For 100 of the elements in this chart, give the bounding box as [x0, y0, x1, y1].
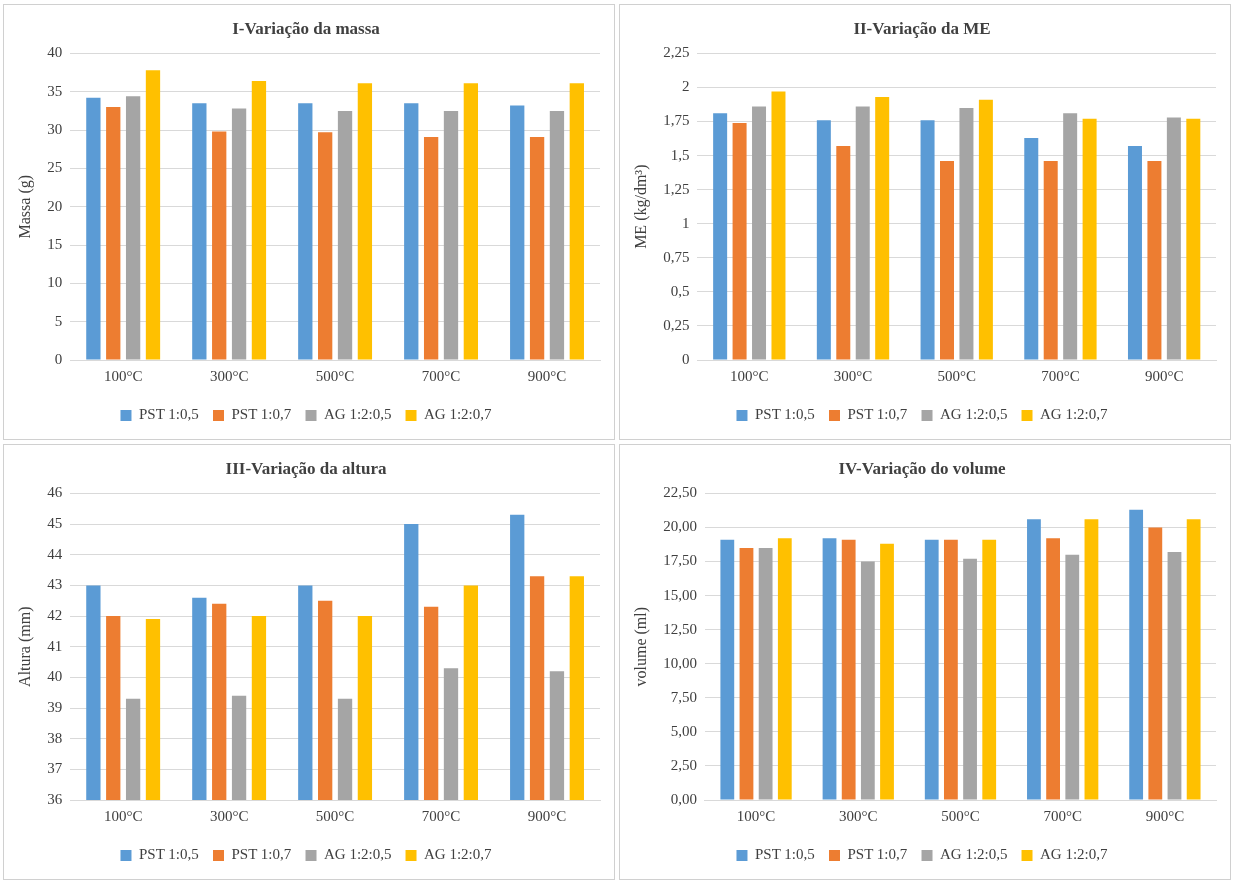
- bar: [1024, 137, 1039, 360]
- x-tick-label: 300°C: [839, 807, 878, 824]
- bar: [978, 99, 993, 360]
- legend-label: AG 1:2:0,7: [424, 846, 493, 863]
- y-tick-label: 10,00: [663, 654, 697, 671]
- y-tick-label: 7,50: [670, 688, 697, 705]
- legend-label: AG 1:2:0,5: [940, 846, 1008, 863]
- bar: [231, 108, 247, 360]
- bar: [732, 122, 747, 360]
- bar: [192, 103, 207, 360]
- x-tick-label: 900°C: [1145, 807, 1185, 824]
- y-tick-label: 2,50: [670, 756, 697, 773]
- legend-label: AG 1:2:0,5: [324, 846, 392, 863]
- y-tick-label: 5: [54, 312, 63, 329]
- bar: [404, 103, 419, 360]
- legend-label: AG 1:2:0,7: [1040, 406, 1109, 423]
- legend-label: AG 1:2:0,7: [424, 406, 493, 423]
- y-tick-label: 0,5: [670, 282, 690, 299]
- bar: [1167, 552, 1182, 800]
- bar: [1043, 161, 1058, 360]
- x-tick-label: 500°C: [315, 367, 355, 384]
- bar: [963, 558, 977, 800]
- bar: [510, 105, 525, 360]
- x-tick-label: 100°C: [736, 807, 776, 824]
- y-tick-label: 0,25: [663, 316, 690, 333]
- bar: [880, 543, 894, 800]
- y-tick-label: 35: [47, 82, 63, 99]
- y-tick-label: 39: [47, 698, 63, 715]
- bar: [982, 539, 997, 800]
- x-tick-label: 700°C: [1041, 367, 1080, 384]
- legend-label: PST 1:0,7: [231, 846, 292, 863]
- y-tick-label: 40: [47, 44, 63, 61]
- legend-label: AG 1:2:0,5: [940, 406, 1008, 423]
- y-tick-label: 20,00: [663, 518, 697, 535]
- bar: [1166, 117, 1181, 360]
- y-tick-label: 0: [681, 350, 690, 367]
- y-tick-label: 42: [47, 606, 63, 623]
- bar: [212, 131, 227, 360]
- bar: [940, 161, 954, 360]
- legend-label: PST 1:0,5: [754, 406, 815, 423]
- x-tick-label: 700°C: [421, 807, 461, 824]
- legend-label: PST 1:0,5: [138, 846, 199, 863]
- bar: [841, 539, 856, 800]
- bar: [771, 91, 786, 360]
- legend-label: AG 1:2:0,7: [1040, 846, 1109, 863]
- x-tick-label: 300°C: [209, 367, 249, 384]
- legend-label: PST 1:0,7: [847, 846, 908, 863]
- x-tick-label: 300°C: [209, 807, 249, 824]
- x-tick-label: 500°C: [315, 807, 355, 824]
- y-tick-label: 1,5: [670, 146, 690, 163]
- bar: [318, 132, 333, 360]
- bar: [337, 110, 353, 360]
- legend-label: PST 1:0,7: [847, 406, 908, 423]
- y-tick-label: 46: [47, 484, 63, 501]
- legend-label: PST 1:0,5: [754, 846, 815, 863]
- bar: [855, 106, 870, 360]
- x-tick-label: 700°C: [1043, 807, 1082, 824]
- x-tick-label: 500°C: [941, 807, 980, 824]
- bar: [720, 539, 735, 800]
- bar: [875, 97, 890, 360]
- x-tick-label: 900°C: [527, 367, 567, 384]
- legend-label: PST 1:0,7: [231, 406, 292, 423]
- bar: [125, 96, 141, 360]
- y-tick-label: 38: [47, 729, 63, 746]
- y-tick-label: 40: [47, 668, 63, 685]
- chart-title: II-Variação da ME: [853, 18, 991, 38]
- bar: [106, 107, 121, 360]
- bar: [943, 539, 958, 800]
- bar: [1148, 527, 1163, 800]
- bar: [822, 538, 837, 800]
- bar: [1065, 554, 1080, 800]
- bar: [549, 110, 565, 360]
- bar: [816, 120, 831, 360]
- y-axis-title: Massa (g): [15, 174, 34, 239]
- x-tick-label: 900°C: [1144, 367, 1184, 384]
- y-tick-label: 1,75: [663, 112, 690, 129]
- bar: [1046, 538, 1060, 800]
- bar: [357, 83, 373, 360]
- y-tick-label: 17,50: [663, 552, 697, 569]
- y-tick-label: 25: [47, 159, 63, 176]
- x-tick-label: 900°C: [527, 807, 567, 824]
- y-tick-label: 0: [54, 350, 63, 367]
- bar: [959, 107, 974, 360]
- y-tick-label: 44: [47, 545, 63, 562]
- bar: [529, 136, 545, 360]
- bar: [298, 103, 313, 360]
- y-tick-label: 1: [681, 214, 690, 231]
- y-tick-label: 15,00: [663, 586, 697, 603]
- chart-title: IV-Variação do volume: [838, 458, 1007, 478]
- y-tick-label: 2: [681, 78, 690, 95]
- x-tick-label: 100°C: [730, 367, 769, 384]
- y-tick-label: 45: [47, 515, 63, 531]
- bar: [463, 83, 479, 360]
- bar: [1129, 509, 1144, 800]
- y-tick-label: 5,00: [670, 722, 697, 739]
- legend-label: AG 1:2:0,5: [324, 406, 392, 423]
- bar: [251, 80, 267, 360]
- y-tick-label: 22,50: [663, 484, 697, 501]
- bar: [713, 113, 728, 360]
- bar: [1127, 146, 1142, 360]
